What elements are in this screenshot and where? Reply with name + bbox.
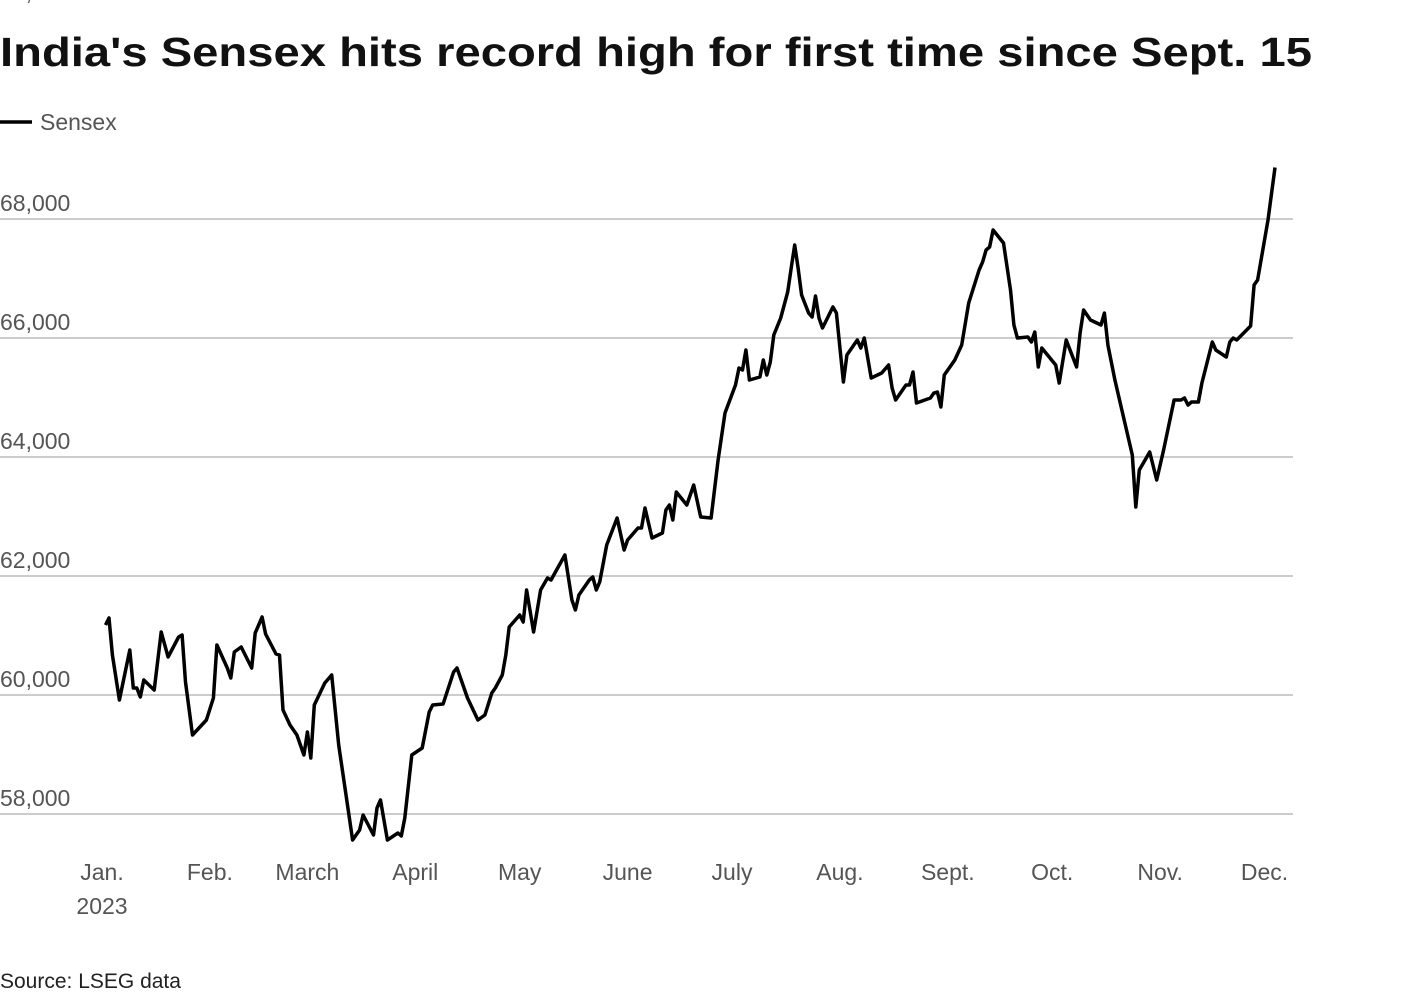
x-tick-label: Nov. xyxy=(1137,859,1183,885)
x-tick-label: Sept. xyxy=(921,859,975,885)
value-label: 68,865.12 xyxy=(0,0,102,5)
chart-title: India's Sensex hits record high for firs… xyxy=(0,29,1312,75)
x-tick-label: Feb. xyxy=(187,859,233,885)
x-tick-label: July xyxy=(712,859,753,885)
y-tick-label: 66,000 xyxy=(0,309,70,335)
x-tick-label: Oct. xyxy=(1031,859,1073,885)
x-tick-label: April xyxy=(392,859,438,885)
x-tick-label: Dec. xyxy=(1241,859,1288,885)
y-tick-label: 58,000 xyxy=(0,785,70,811)
x-tick-label: March xyxy=(275,859,339,885)
x-tick-label: May xyxy=(498,859,542,885)
y-tick-label: 62,000 xyxy=(0,547,70,573)
y-tick-label: 64,000 xyxy=(0,428,70,454)
y-tick-label: 60,000 xyxy=(0,666,70,692)
y-tick-label: 68,000 xyxy=(0,190,70,216)
source: Source: LSEG data xyxy=(0,970,181,993)
x-tick-label: Jan. xyxy=(80,859,123,885)
x-tick-label: June xyxy=(603,859,653,885)
legend-label: Sensex xyxy=(40,109,117,135)
line xyxy=(103,167,1277,842)
x-tick-year: 2023 xyxy=(76,893,127,919)
x-tick-label: Aug. xyxy=(816,859,863,885)
